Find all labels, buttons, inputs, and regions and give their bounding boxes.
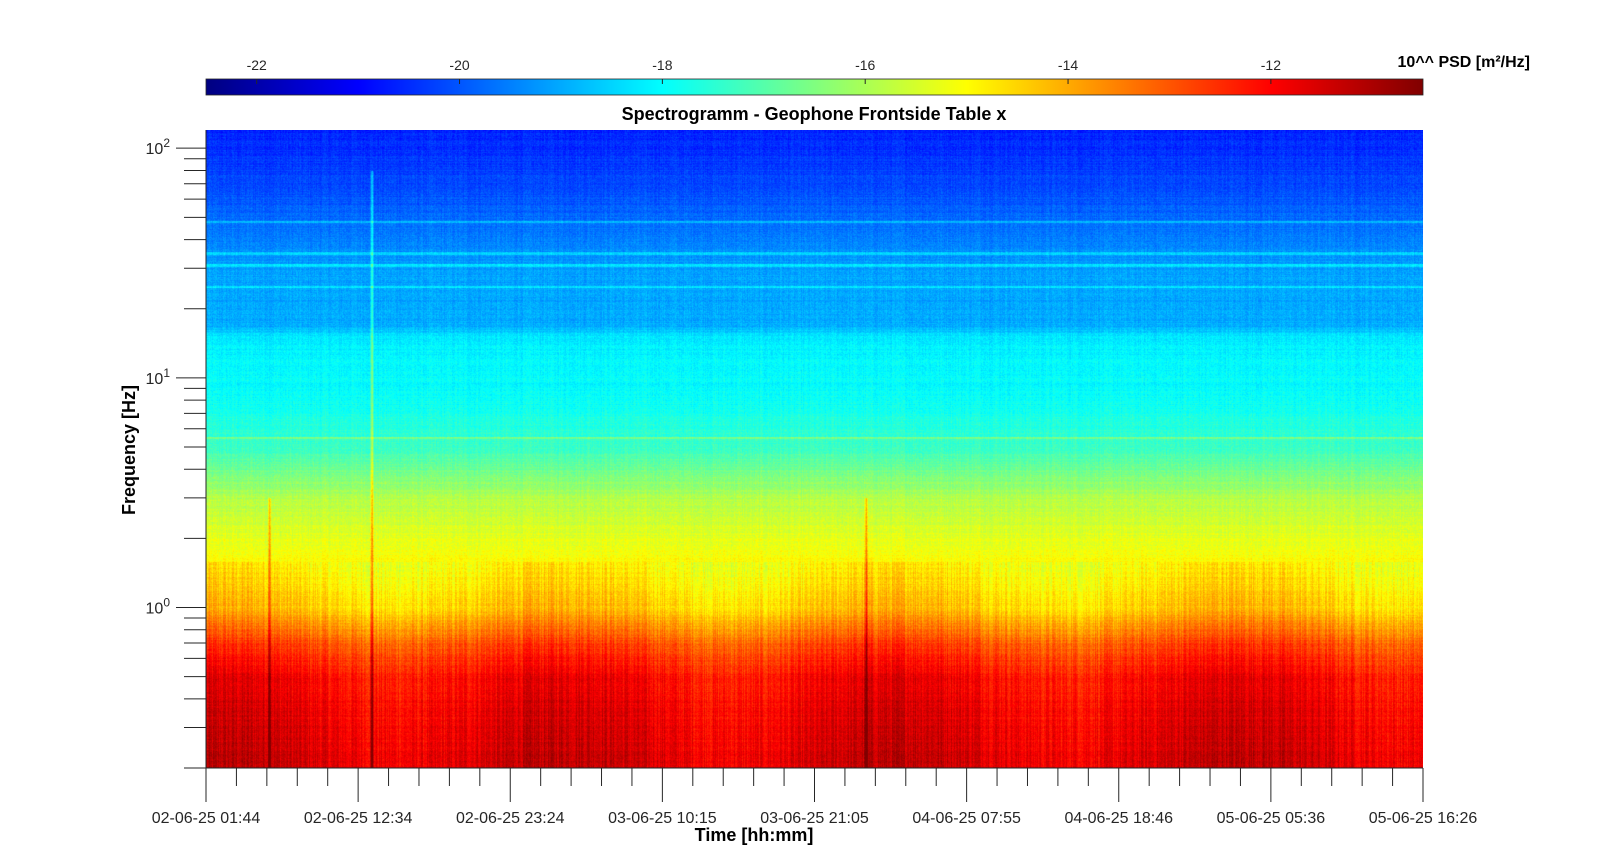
x-tick-label: 02-06-25 01:44 (152, 810, 261, 827)
colorbar-tick-label: -18 (652, 57, 672, 73)
y-axis-label: Frequency [Hz] (119, 385, 139, 515)
x-axis: 02-06-25 01:44 02-06-25 12:34 02-06-25 23:… (152, 767, 1478, 827)
y-tick-label: 100 (146, 595, 171, 617)
colorbar-tick-label: -12 (1261, 57, 1281, 73)
x-tick-label: 05-06-25 16:26 (1369, 810, 1478, 827)
y-tick-label: 101 (146, 366, 171, 388)
chart-title: Spectrogramm - Geophone Frontside Table … (622, 104, 1007, 124)
colorbar-gradient (205, 78, 1424, 96)
x-tick-label: 04-06-25 18:46 (1064, 810, 1173, 827)
x-tick-label: 03-06-25 21:05 (760, 810, 869, 827)
y-axis: 102 101 100 (146, 130, 207, 769)
colorbar-tick-label: -22 (247, 57, 267, 73)
x-tick-label: 02-06-25 12:34 (304, 810, 413, 827)
colorbar-tick-label: -14 (1058, 57, 1078, 73)
colorbar: -22 -20 -18 -16 -14 -12 10^^ PSD [m²/Hz] (205, 54, 1530, 96)
colorbar-ticks: -22 -20 -18 -16 -14 -12 (247, 57, 1281, 84)
x-tick-label: 05-06-25 05:36 (1217, 810, 1326, 827)
colorbar-tick-label: -20 (449, 57, 469, 73)
y-tick-label: 102 (146, 136, 171, 158)
colorbar-tick-label: -16 (855, 57, 875, 73)
x-tick-label: 04-06-25 07:55 (912, 810, 1021, 827)
colorbar-label: 10^^ PSD [m²/Hz] (1398, 54, 1530, 71)
spectrogram-image (206, 130, 1423, 768)
x-tick-label: 02-06-25 23:24 (456, 810, 565, 827)
x-tick-label: 03-06-25 10:15 (608, 810, 717, 827)
x-axis-label: Time [hh:mm] (695, 825, 814, 845)
